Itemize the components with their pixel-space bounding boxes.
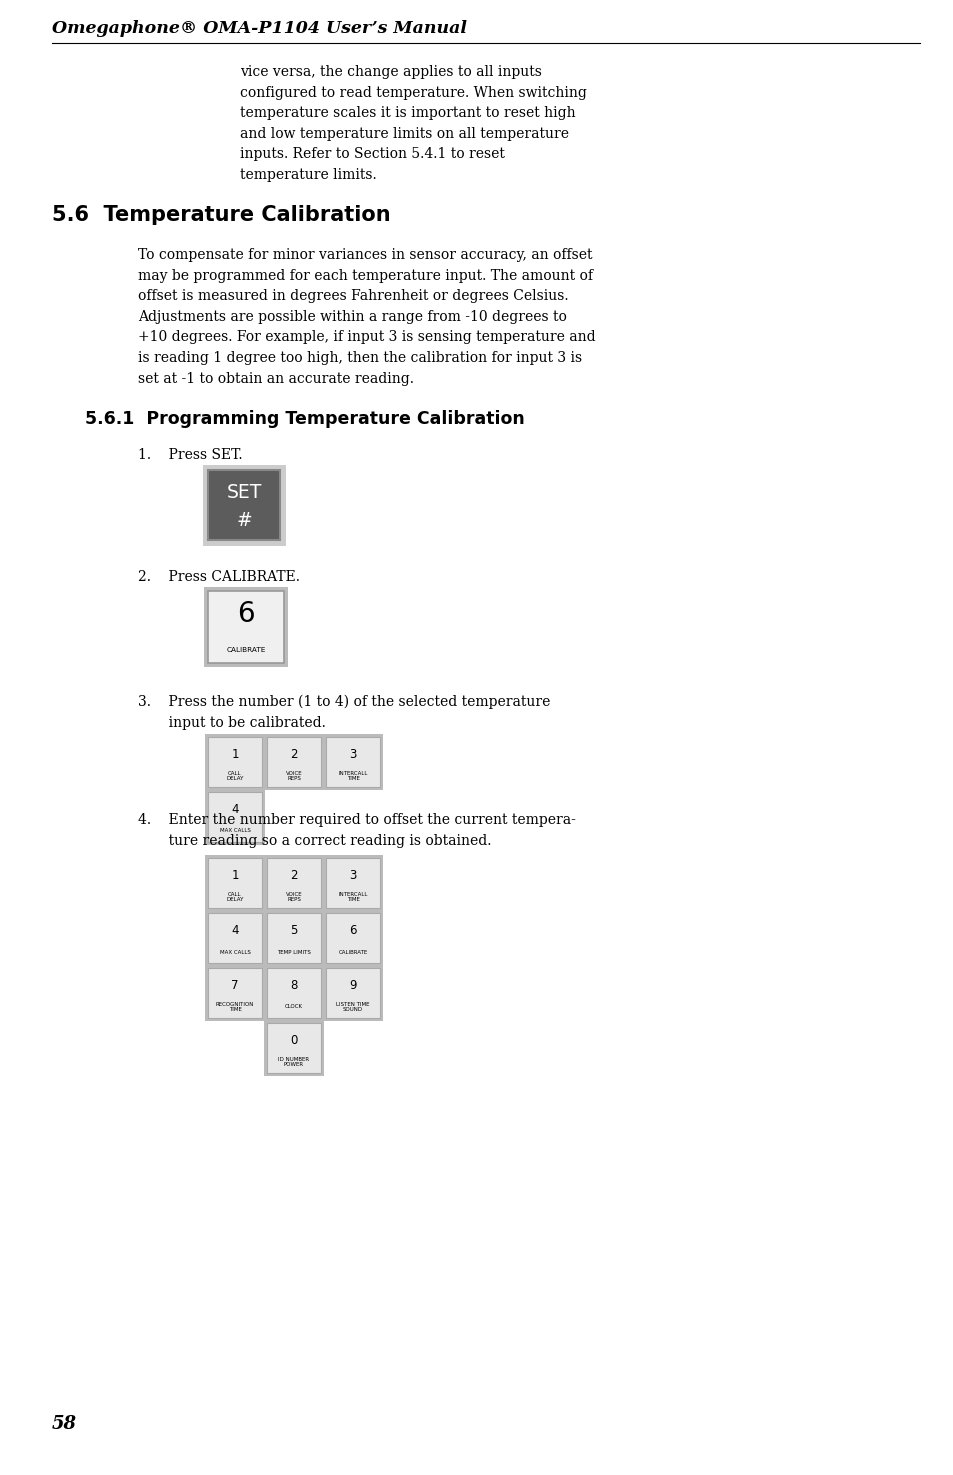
Text: LISTEN TIME
SOUND: LISTEN TIME SOUND: [335, 1002, 370, 1012]
Text: TEMP LIMITS: TEMP LIMITS: [276, 950, 311, 954]
Text: 3: 3: [349, 869, 356, 882]
Text: 0: 0: [290, 1034, 297, 1047]
FancyBboxPatch shape: [267, 913, 320, 963]
FancyBboxPatch shape: [205, 910, 265, 966]
Text: CALIBRATE: CALIBRATE: [226, 648, 265, 653]
FancyBboxPatch shape: [323, 965, 382, 1021]
Text: 7: 7: [231, 979, 238, 993]
Text: SET: SET: [226, 482, 261, 502]
FancyBboxPatch shape: [208, 968, 262, 1018]
Text: 5.6  Temperature Calibration: 5.6 Temperature Calibration: [52, 205, 390, 226]
FancyBboxPatch shape: [264, 965, 324, 1021]
FancyBboxPatch shape: [264, 910, 324, 966]
Text: 3.    Press the number (1 to 4) of the selected temperature
       input to be c: 3. Press the number (1 to 4) of the sele…: [138, 695, 550, 730]
FancyBboxPatch shape: [208, 913, 262, 963]
Text: To compensate for minor variances in sensor accuracy, an offset
may be programme: To compensate for minor variances in sen…: [138, 248, 595, 385]
Text: #: #: [236, 510, 252, 530]
Text: CALL
DELAY: CALL DELAY: [226, 770, 243, 782]
FancyBboxPatch shape: [264, 855, 324, 912]
Text: MAX CALLS: MAX CALLS: [219, 829, 251, 833]
FancyBboxPatch shape: [323, 735, 382, 791]
FancyBboxPatch shape: [205, 855, 265, 912]
Text: 58: 58: [52, 1415, 77, 1434]
Text: vice versa, the change applies to all inputs
configured to read temperature. Whe: vice versa, the change applies to all in…: [240, 65, 586, 181]
FancyBboxPatch shape: [205, 965, 265, 1021]
FancyBboxPatch shape: [208, 792, 262, 842]
Text: 1.    Press SET.: 1. Press SET.: [138, 448, 242, 462]
FancyBboxPatch shape: [267, 738, 320, 788]
Text: 2: 2: [290, 748, 297, 761]
FancyBboxPatch shape: [323, 855, 382, 912]
Text: 4: 4: [231, 923, 238, 937]
Text: MAX CALLS: MAX CALLS: [219, 950, 251, 954]
Text: ID NUMBER
POWER: ID NUMBER POWER: [278, 1056, 309, 1068]
FancyBboxPatch shape: [326, 968, 379, 1018]
FancyBboxPatch shape: [208, 738, 262, 788]
FancyBboxPatch shape: [326, 913, 379, 963]
Text: Omegaphone® OMA-P1104 User’s Manual: Omegaphone® OMA-P1104 User’s Manual: [52, 21, 467, 37]
FancyBboxPatch shape: [267, 1024, 320, 1072]
Text: CALIBRATE: CALIBRATE: [338, 950, 367, 954]
Text: 3: 3: [349, 748, 356, 761]
Text: INTERCALL
TIME: INTERCALL TIME: [338, 770, 367, 782]
Text: INTERCALL
TIME: INTERCALL TIME: [338, 891, 367, 903]
Text: 9: 9: [349, 979, 356, 993]
FancyBboxPatch shape: [264, 1021, 324, 1075]
Text: 5.6.1  Programming Temperature Calibration: 5.6.1 Programming Temperature Calibratio…: [85, 410, 524, 428]
FancyBboxPatch shape: [326, 858, 379, 909]
Text: 5: 5: [290, 923, 297, 937]
Text: RECOGNITION
TIME: RECOGNITION TIME: [215, 1002, 253, 1012]
Text: VOICE
REPS: VOICE REPS: [285, 891, 302, 903]
FancyBboxPatch shape: [267, 858, 320, 909]
FancyBboxPatch shape: [267, 968, 320, 1018]
Text: 1: 1: [231, 748, 238, 761]
Text: 4.    Enter the number required to offset the current tempera-
       ture readi: 4. Enter the number required to offset t…: [138, 813, 576, 848]
FancyBboxPatch shape: [208, 591, 284, 662]
FancyBboxPatch shape: [208, 471, 280, 540]
FancyBboxPatch shape: [202, 465, 285, 546]
Text: 4: 4: [231, 802, 238, 816]
Text: 1: 1: [231, 869, 238, 882]
Text: CALL
DELAY: CALL DELAY: [226, 891, 243, 903]
Text: VOICE
REPS: VOICE REPS: [285, 770, 302, 782]
FancyBboxPatch shape: [323, 910, 382, 966]
FancyBboxPatch shape: [205, 789, 265, 845]
FancyBboxPatch shape: [205, 735, 265, 791]
Text: 2: 2: [290, 869, 297, 882]
FancyBboxPatch shape: [264, 735, 324, 791]
FancyBboxPatch shape: [326, 738, 379, 788]
Text: 6: 6: [349, 923, 356, 937]
FancyBboxPatch shape: [204, 587, 288, 667]
Text: 8: 8: [290, 979, 297, 993]
Text: CLOCK: CLOCK: [285, 1004, 303, 1009]
Text: 6: 6: [237, 600, 254, 628]
Text: 2.    Press CALIBRATE.: 2. Press CALIBRATE.: [138, 569, 299, 584]
FancyBboxPatch shape: [208, 858, 262, 909]
